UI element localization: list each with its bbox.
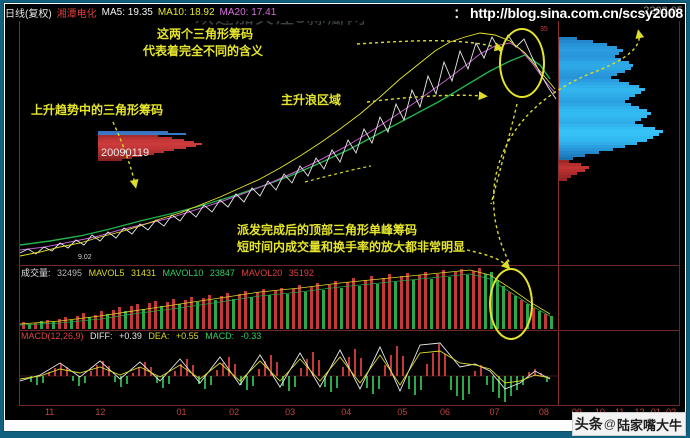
ma10-readout: MA10: 18.92 bbox=[157, 7, 215, 18]
volume-value: 32495 bbox=[57, 268, 83, 278]
annotation-line-2: 代表着完全不同的含义 bbox=[143, 44, 264, 58]
ma5-readout: MA5: 19.35 bbox=[101, 7, 153, 18]
x-tick: 12 bbox=[95, 407, 106, 417]
macd-subchart[interactable]: MACD(12,26,9) DIFF: +0.39 DEA: +0.55 MAC… bbox=[20, 331, 559, 406]
highlight-ellipse-bottom bbox=[489, 268, 533, 340]
blog-url-text: http://blog.sina.com.cn/scsy2008 bbox=[470, 5, 683, 21]
watermark-platform: 头条 bbox=[574, 416, 603, 432]
divider-volume-macd bbox=[19, 330, 679, 331]
macd-readout-row: MACD(12,26,9) DIFF: +0.39 DEA: +0.55 MAC… bbox=[21, 331, 265, 341]
mavol5-label: MAVOL5 bbox=[88, 268, 125, 278]
x-tick: 01 bbox=[176, 407, 187, 417]
macd-svg bbox=[20, 342, 559, 402]
x-tick: 03 bbox=[285, 407, 296, 417]
chart-header-info: 日线(复权) 湘潭电化 MA5: 19.35 MA10: 18.92 MA20:… bbox=[5, 4, 685, 21]
highlight-ellipse-top bbox=[499, 28, 545, 98]
x-tick: 07 bbox=[489, 407, 500, 417]
annotation-line-1: 这两个三角形筹码 bbox=[157, 27, 254, 41]
x-tick: 06 bbox=[440, 407, 451, 417]
watermark-bottom: 头条 @ 陆家嘴大牛 bbox=[571, 412, 686, 436]
macd-macd-label: MACD: bbox=[205, 331, 235, 341]
macd-dea-line bbox=[20, 350, 551, 386]
divider-price-volume bbox=[19, 265, 679, 266]
ma20-readout: MA20: 17.41 bbox=[219, 7, 277, 18]
price-tick-low: 9.02 bbox=[78, 254, 92, 261]
x-tick: 04 bbox=[341, 407, 352, 417]
macd-dea-label: DEA: bbox=[148, 331, 170, 341]
date-marker-label: 20090119 bbox=[101, 147, 150, 159]
mavol10-value: 23847 bbox=[209, 268, 235, 278]
volume-title: 成交量: bbox=[21, 268, 51, 278]
x-tick: 02 bbox=[229, 407, 240, 417]
chip-distribution-panel[interactable] bbox=[559, 21, 679, 264]
watermark-account: 陆家嘴大牛 bbox=[616, 417, 682, 433]
stock-name-label: 湘潭电化 bbox=[56, 9, 97, 20]
annotation-left-note: 上升趋势中的三角形筹码 bbox=[31, 103, 164, 117]
price-axis-left-rule bbox=[19, 18, 20, 406]
mavol20-label: MAVOL20 bbox=[241, 268, 283, 278]
volume-readout-row: 成交量: 32495 MAVOL5 31431 MAVOL10 23847 MA… bbox=[21, 266, 318, 279]
macd-histogram bbox=[30, 344, 548, 402]
annotation-bottom-line-1: 派发完成后的顶部三角形单峰筹码 bbox=[237, 223, 418, 237]
url-tail-text: 2203.05 bbox=[643, 5, 683, 17]
macd-diff-value: +0.39 bbox=[119, 331, 142, 341]
macd-macd-value: -0.33 bbox=[240, 331, 262, 341]
macd-title: MACD(12,26,9) bbox=[21, 331, 84, 341]
mavol5-value: 31431 bbox=[130, 268, 156, 278]
volume-subchart[interactable]: 成交量: 32495 MAVOL5 31431 MAVOL10 23847 MA… bbox=[20, 266, 559, 329]
watermark-at-symbol: @ bbox=[603, 417, 616, 431]
chip-profile-svg bbox=[559, 21, 679, 264]
profile-axis-right-rule bbox=[679, 18, 680, 406]
mavol10-label: MAVOL10 bbox=[162, 268, 204, 278]
macd-dea-value: +0.55 bbox=[175, 331, 199, 341]
x-axis-rule bbox=[19, 405, 679, 406]
x-tick: 11 bbox=[44, 407, 55, 417]
stock-chart-canvas[interactable]: 日线(复权) 湘潭电化 MA5: 19.35 MA10: 18.92 MA20:… bbox=[5, 4, 685, 420]
price-tick-top: 35 bbox=[540, 26, 548, 33]
blog-url-overlay: ： http://blog.sina.com.cn/scsy2008 bbox=[453, 4, 683, 22]
x-tick: 05 bbox=[397, 407, 408, 417]
ma20-trend-line bbox=[20, 54, 551, 246]
x-tick: 08 bbox=[538, 407, 549, 417]
url-separator: ： bbox=[453, 6, 467, 21]
annotation-mid-note: 主升浪区域 bbox=[281, 93, 342, 107]
annotation-bottom-line-2: 短时间内成交量和换手率的放大都非常明显 bbox=[237, 240, 466, 254]
period-label: 日线(复权) bbox=[5, 9, 52, 20]
mavol20-value: 35192 bbox=[288, 268, 314, 278]
macd-diff-label: DIFF: bbox=[90, 331, 113, 341]
mavol10-line bbox=[20, 273, 551, 326]
